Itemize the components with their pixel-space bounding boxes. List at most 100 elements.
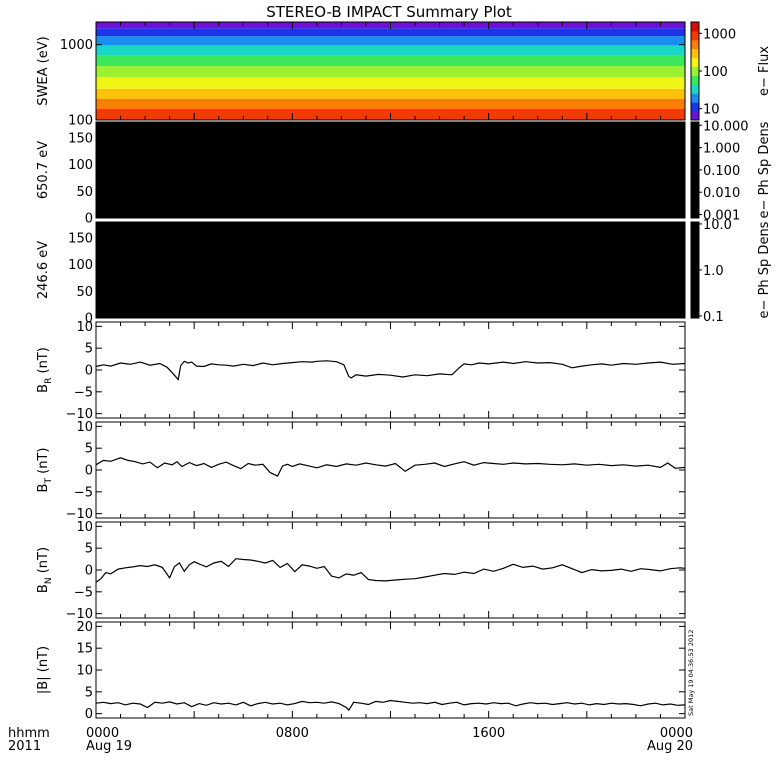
y-tick-label: 10 (76, 520, 93, 535)
y-axis-label-unit: (nT) (36, 347, 51, 377)
energy-band (96, 36, 685, 46)
y-tick-label: 50 (76, 185, 93, 200)
series-line (95, 360, 686, 381)
y-tick-label: −5 (74, 385, 93, 400)
y-tick-label: 50 (76, 285, 93, 300)
y-tick-label: 0 (85, 564, 93, 579)
y-tick-label: −10 (66, 507, 93, 522)
y-tick-label: 5 (85, 685, 93, 700)
colorbar-segment (691, 111, 699, 121)
panel-1: 100 1000 SWEA (eV) 10 100 1000 e− Flux (36, 21, 772, 129)
y-axis-label: BN (nT) (36, 547, 54, 593)
colorbar-tick-label: 100 (703, 65, 728, 80)
y-axis-label-sub: T (44, 478, 54, 485)
colorbar-segment (691, 102, 699, 112)
colorbar-segment (691, 93, 699, 103)
colorbar-segment (691, 66, 699, 76)
y-axis-label-sub: N (44, 577, 54, 584)
colorbar-segment (691, 84, 699, 94)
y-axis-label: |B| (nT) (36, 646, 51, 694)
y-tick-label: 15 (76, 642, 93, 657)
panel-6: −10 −5 0 5 10 BN (nT) (36, 520, 686, 622)
y-axis-label: 246.6 eV (36, 241, 51, 299)
y-tick-label: 10 (76, 664, 93, 679)
colorbar: 10.0 1.0 0.1 e− Ph Sp Dens (690, 218, 772, 325)
colorbar-label: e− Ph Sp Dens (757, 121, 772, 218)
y-tick-label: 0 (85, 364, 93, 379)
series-line (95, 558, 686, 583)
panel-7: 0 5 10 15 20 |B| (nT) (36, 620, 686, 722)
energy-band (96, 88, 685, 100)
colorbar-fill (691, 222, 699, 318)
plot-title: STEREO-B IMPACT Summary Plot (266, 3, 512, 21)
colorbar-fill (691, 122, 699, 218)
y-axis-label: 650.7 eV (36, 141, 51, 199)
panel-frame (95, 421, 686, 519)
colorbar-segment (691, 22, 699, 32)
y-tick-label: 10 (76, 320, 93, 335)
y-tick-label: 100 (68, 158, 93, 173)
energy-band (96, 77, 685, 89)
series-line (95, 457, 686, 477)
y-axis-label-sub: R (44, 378, 54, 384)
colorbar-segment (691, 30, 699, 41)
x-tick-label: 0000 (86, 726, 119, 741)
colorbar-segment (691, 75, 699, 85)
colorbar: 10 100 1000 e− Flux (690, 21, 772, 121)
y-axis-label-unit: (nT) (36, 448, 51, 478)
energy-band (96, 55, 685, 67)
colorbar-tick-label: 1.000 (703, 142, 740, 157)
spectrogram-fill (96, 122, 685, 218)
x-tick-label: 1600 (472, 726, 505, 741)
x-date-label: 2011 (8, 739, 41, 754)
colorbar-label: e− Ph Sp Dens (757, 221, 772, 318)
y-tick-label: 5 (85, 542, 93, 557)
energy-band (96, 28, 685, 37)
colorbar-tick-label: 10.000 (703, 119, 749, 134)
colorbar: 10.000 1.000 0.100 0.010 0.001 e− Ph Sp Dens (690, 119, 772, 224)
y-tick-label: 100 (68, 114, 93, 129)
colorbar-tick-label: 0.1 (703, 310, 724, 325)
y-tick-label: −10 (66, 607, 93, 622)
energy-band (96, 45, 685, 56)
x-tick-label: hhmm (8, 726, 50, 741)
colorbar-segment (691, 57, 699, 68)
energy-band (96, 99, 685, 109)
panel-5: −10 −5 0 5 10 BT (nT) (36, 420, 686, 522)
x-tick-label: 0000 (660, 726, 693, 741)
y-tick-label: −10 (66, 407, 93, 422)
y-tick-label: 0 (85, 312, 93, 327)
y-tick-label: 0 (85, 707, 93, 722)
panel-3: 0 50 100 150 246.6 eV 10.0 1.0 0.1 e− Ph Sp Dens (36, 218, 772, 327)
colorbar-tick-label: 0.001 (703, 209, 740, 224)
spectrogram-fill (96, 222, 685, 318)
y-tick-label: 10 (76, 420, 93, 435)
panel-2: 0 50 100 150 650.7 eV 10.000 1.000 0.100 0.010 0.… (36, 119, 772, 226)
series-line (95, 699, 686, 712)
y-tick-label: −5 (74, 585, 93, 600)
energy-band (96, 66, 685, 78)
y-tick-label: 20 (76, 620, 93, 635)
panel-4: −10 −5 0 5 10 BR (nT) (36, 320, 686, 422)
colorbar-tick-label: 1.0 (703, 264, 724, 279)
y-tick-label: 1000 (60, 38, 93, 53)
panel-frame (95, 321, 686, 419)
y-tick-label: 5 (85, 342, 93, 357)
x-date-label: Aug 19 (86, 739, 132, 754)
y-tick-label: 100 (68, 258, 93, 273)
y-axis-label-unit: (nT) (36, 547, 51, 577)
print-timestamp: Sat May 19 04:36:53 2012 (687, 630, 695, 716)
y-axis-label: BT (nT) (36, 448, 54, 493)
y-tick-label: 5 (85, 442, 93, 457)
y-axis-label: SWEA (eV) (36, 36, 51, 105)
y-tick-label: −5 (74, 485, 93, 500)
colorbar-tick-label: 10 (703, 103, 720, 118)
y-tick-label: 150 (68, 232, 93, 247)
x-date-label: Aug 20 (647, 739, 693, 754)
y-tick-label: 150 (68, 132, 93, 147)
colorbar-label: e− Flux (757, 46, 772, 96)
x-tick-label: 0800 (276, 726, 309, 741)
y-tick-label: 0 (85, 212, 93, 227)
colorbar-tick-label: 0.100 (703, 164, 740, 179)
